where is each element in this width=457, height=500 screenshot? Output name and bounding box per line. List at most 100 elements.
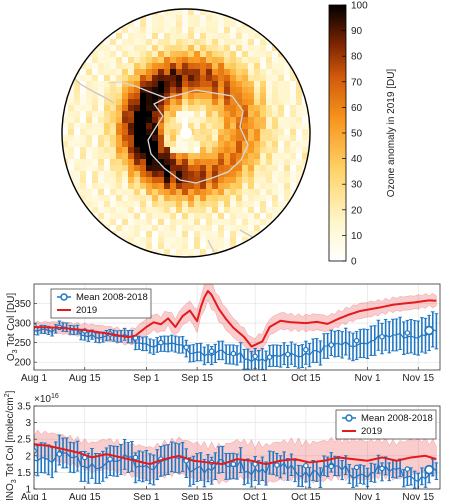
- heatmap-cell: [296, 165, 302, 171]
- heatmap-cell: [86, 153, 92, 159]
- heatmap-cell: [278, 147, 284, 153]
- heatmap-cell: [236, 111, 242, 117]
- heatmap-cell: [170, 27, 176, 33]
- heatmap-cell: [200, 189, 206, 195]
- heatmap-cell: [254, 213, 260, 219]
- heatmap-cell: [152, 135, 158, 141]
- heatmap-cell: [128, 75, 134, 81]
- heatmap-cell: [266, 189, 272, 195]
- heatmap-cell: [158, 123, 164, 129]
- heatmap-cell: [134, 21, 140, 27]
- heatmap-cell: [206, 141, 212, 147]
- heatmap-cell: [236, 75, 242, 81]
- heatmap-cell: [296, 141, 302, 147]
- heatmap-cell: [110, 165, 116, 171]
- heatmap-cell: [188, 57, 194, 63]
- heatmap-cell: [140, 57, 146, 63]
- heatmap-cell: [218, 123, 224, 129]
- heatmap-cell: [104, 135, 110, 141]
- heatmap-cell: [140, 183, 146, 189]
- heatmap-cell: [290, 183, 296, 189]
- heatmap-cell: [158, 135, 164, 141]
- heatmap-cell: [266, 123, 272, 129]
- heatmap-cell: [110, 87, 116, 93]
- heatmap-cell: [200, 231, 206, 237]
- heatmap-cell: [92, 93, 98, 99]
- heatmap-cell: [254, 219, 260, 225]
- heatmap-cell: [146, 153, 152, 159]
- heatmap-cell: [152, 177, 158, 183]
- hno3-x-ticks: Aug 1 Aug 15 Sep 1 Sep 15 Oct 1 Oct 15 Nov 1 No…: [21, 486, 435, 500]
- heatmap-cell: [176, 117, 182, 123]
- colorbar-tick-label: 60: [351, 103, 363, 114]
- heatmap-cell: [200, 63, 206, 69]
- heatmap-cell: [242, 129, 248, 135]
- heatmap-cell: [176, 249, 182, 255]
- heatmap-cell: [224, 231, 230, 237]
- heatmap-cell: [188, 231, 194, 237]
- heatmap-cell: [98, 99, 104, 105]
- heatmap-cell: [176, 147, 182, 153]
- heatmap-cell: [290, 117, 296, 123]
- heatmap-cell: [212, 243, 218, 249]
- heatmap-cell: [62, 117, 68, 123]
- heatmap-cell: [284, 63, 290, 69]
- heatmap-cell: [104, 75, 110, 81]
- heatmap-cell: [152, 147, 158, 153]
- heatmap-cell: [62, 153, 68, 159]
- heatmap-cell: [134, 87, 140, 93]
- heatmap-cell: [224, 237, 230, 243]
- heatmap-cell: [230, 159, 236, 165]
- heatmap-cell: [104, 231, 110, 237]
- heatmap-cell: [116, 27, 122, 33]
- heatmap-cell: [272, 189, 278, 195]
- x-tick-label: Aug 1: [21, 492, 48, 500]
- heatmap-cell: [134, 171, 140, 177]
- heatmap-cell: [236, 219, 242, 225]
- heatmap-cell: [158, 207, 164, 213]
- heatmap-cell: [236, 57, 242, 63]
- heatmap-cell: [116, 63, 122, 69]
- heatmap-cell: [140, 87, 146, 93]
- heatmap-cell: [86, 45, 92, 51]
- heatmap-cell: [86, 165, 92, 171]
- heatmap-cell: [296, 81, 302, 87]
- heatmap-cell: [158, 75, 164, 81]
- heatmap-cell: [236, 63, 242, 69]
- heatmap-cell: [200, 123, 206, 129]
- heatmap-cell: [248, 51, 254, 57]
- heatmap-cell: [80, 129, 86, 135]
- heatmap-cell: [212, 225, 218, 231]
- heatmap-cell: [170, 249, 176, 255]
- heatmap-cell: [248, 159, 254, 165]
- colorbar-tick-label: 50: [351, 129, 363, 140]
- heatmap-cell: [86, 63, 92, 69]
- heatmap-cell: [122, 201, 128, 207]
- heatmap-cell: [110, 93, 116, 99]
- heatmap-cell: [188, 27, 194, 33]
- heatmap-cell: [176, 159, 182, 165]
- heatmap-cell: [224, 219, 230, 225]
- heatmap-cell: [134, 207, 140, 213]
- heatmap-cell: [68, 129, 74, 135]
- heatmap-cell: [86, 111, 92, 117]
- mean-point: [132, 454, 139, 461]
- heatmap-cell: [152, 39, 158, 45]
- heatmap-cell: [92, 171, 98, 177]
- heatmap-cell: [230, 21, 236, 27]
- heatmap-cell: [116, 21, 122, 27]
- heatmap-cell: [128, 207, 134, 213]
- heatmap-cell: [110, 219, 116, 225]
- heatmap-cell: [254, 225, 260, 231]
- heatmap-cell: [230, 39, 236, 45]
- heatmap-cell: [176, 33, 182, 39]
- heatmap-cell: [74, 99, 80, 105]
- heatmap-cell: [242, 165, 248, 171]
- heatmap-cell: [182, 207, 188, 213]
- heatmap-cell: [134, 153, 140, 159]
- heatmap-cell: [248, 147, 254, 153]
- coastline-path: [147, 89, 249, 184]
- heatmap-cell: [170, 15, 176, 21]
- heatmap-cell: [176, 99, 182, 105]
- heatmap-cell: [266, 45, 272, 51]
